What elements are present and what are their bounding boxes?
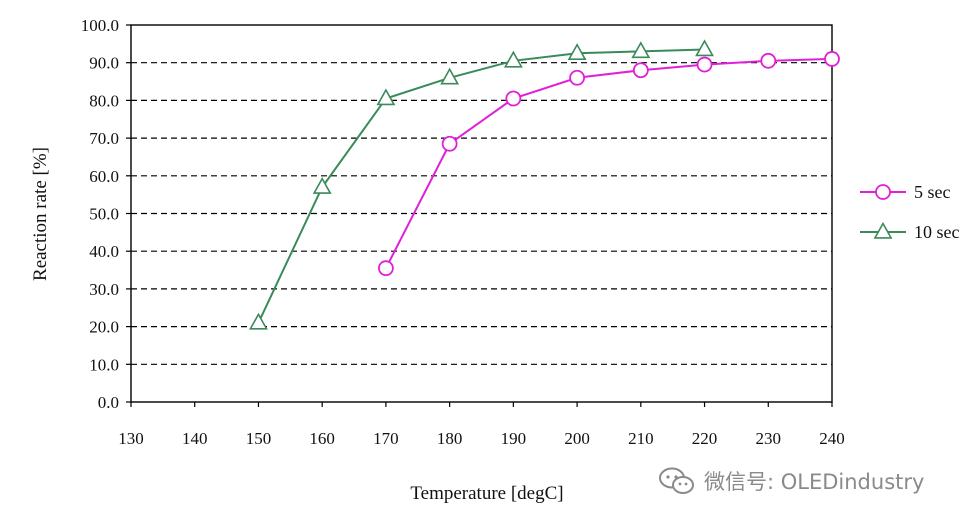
- data-point-5-sec: [378, 260, 394, 277]
- data-point-5-sec: [696, 56, 713, 73]
- data-point-5-sec: [569, 69, 585, 86]
- x-tick-label: 200: [564, 429, 590, 448]
- data-point-5-sec: [505, 90, 522, 107]
- x-tick-label: 130: [118, 429, 144, 448]
- x-tick-labels: 130 140 150 160 170 180 190 200 210 220 230 240: [118, 429, 845, 448]
- data-point-5-sec: [632, 62, 649, 79]
- grid-lines: [131, 62, 832, 365]
- legend-label: 10 sec: [914, 222, 959, 242]
- data-point-5-sec: [824, 51, 840, 67]
- data-point-10-sec: [249, 312, 268, 330]
- x-tick-label: 210: [628, 429, 654, 448]
- y-tick-label: 100.0: [81, 16, 119, 35]
- series-line-5-sec: [385, 57, 833, 269]
- legend-marker: [875, 184, 891, 200]
- y-tick-label: 40.0: [89, 242, 119, 261]
- legend-item-10-sec: 10 sec: [860, 221, 959, 242]
- x-tick-label: 230: [756, 429, 782, 448]
- data-point-10-sec: [312, 176, 332, 194]
- legend-item-5-sec: 5 sec: [860, 182, 950, 202]
- data-point-5-sec: [760, 52, 777, 69]
- data-point-10-sec: [695, 39, 714, 57]
- data-point-10-sec: [631, 41, 651, 59]
- y-tick-label: 0.0: [98, 393, 119, 412]
- y-tick-label: 80.0: [89, 91, 119, 110]
- data-point-10-sec: [440, 67, 460, 85]
- series-line-10-sec: [257, 48, 705, 324]
- x-tick-label: 160: [309, 429, 335, 448]
- x-tick-label: 240: [819, 429, 845, 448]
- x-tick-label: 170: [373, 429, 399, 448]
- x-tick-label: 140: [182, 429, 208, 448]
- y-tick-label: 10.0: [89, 355, 119, 374]
- y-tick-labels: 0.0 10.0 20.0 30.0 40.0 50.0 60.0 70.0 80.0 90.0 1…: [81, 16, 119, 412]
- y-tick-label: 90.0: [89, 54, 119, 73]
- y-tick-label: 20.0: [89, 318, 119, 337]
- watermark: 微信号: OLEDindustry: [658, 466, 924, 496]
- x-axis-title: Temperature [degC]: [410, 483, 563, 504]
- data-point-10-sec: [567, 43, 587, 61]
- y-tick-label: 70.0: [89, 129, 119, 148]
- y-tick-label: 60.0: [89, 167, 119, 186]
- y-axis-title: Reaction rate [%]: [30, 147, 51, 281]
- data-point-10-sec: [503, 50, 523, 68]
- data-point-10-sec: [376, 88, 396, 106]
- data-point-5-sec: [441, 135, 458, 152]
- watermark-text: 微信号: OLEDindustry: [704, 470, 925, 494]
- x-tick-label: 180: [437, 429, 463, 448]
- series-5-sec: [378, 51, 840, 277]
- x-tick-label: 150: [246, 429, 272, 448]
- axes: [126, 24, 833, 407]
- y-tick-label: 30.0: [89, 280, 119, 299]
- wechat-icon: [659, 467, 694, 494]
- y-tick-label: 50.0: [89, 205, 119, 224]
- legend-marker: [873, 221, 893, 239]
- series-10-sec: [249, 39, 714, 330]
- legend: 5 sec 10 sec: [860, 182, 959, 242]
- legend-label: 5 sec: [914, 182, 950, 202]
- x-tick-label: 190: [501, 429, 527, 448]
- x-tick-label: 220: [692, 429, 718, 448]
- series-lines: [249, 39, 840, 330]
